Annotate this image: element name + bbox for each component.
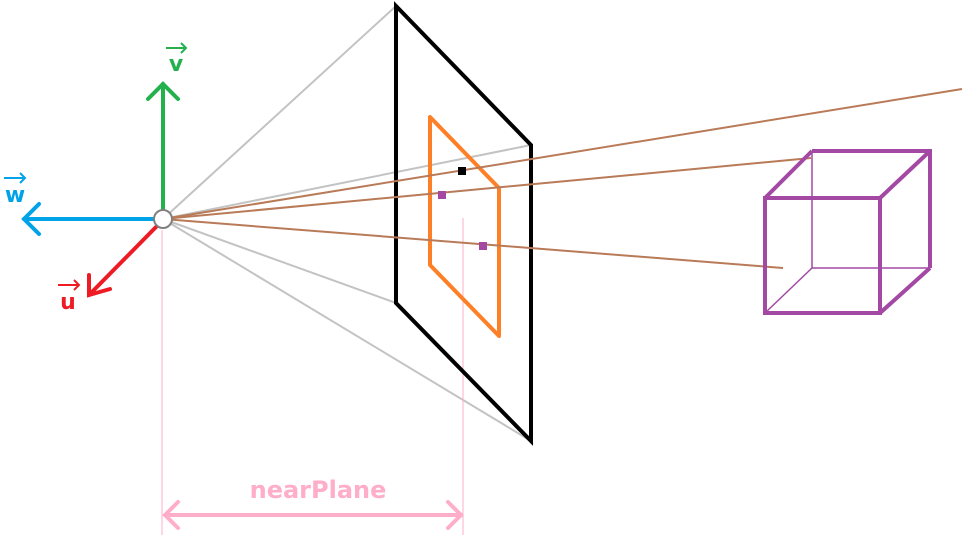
v-vector-arrow-icon bbox=[166, 42, 188, 54]
projected-point-black bbox=[458, 167, 466, 175]
w-axis-arrowhead bbox=[21, 202, 41, 236]
image-plane bbox=[394, 1, 533, 446]
ray-to-far-point bbox=[162, 88, 963, 220]
w-label-group: w bbox=[4, 172, 27, 208]
u-axis-label: u bbox=[60, 290, 76, 315]
w-axis bbox=[21, 202, 158, 236]
w-axis-label: w bbox=[5, 183, 25, 208]
u-label-group: u bbox=[58, 279, 81, 315]
v-axis-label: v bbox=[169, 52, 184, 77]
projected-rectangle bbox=[428, 115, 501, 338]
projection-rays bbox=[162, 88, 963, 269]
u-vector-arrow-icon bbox=[58, 279, 81, 291]
frustum-line-bottom-right bbox=[162, 218, 532, 442]
w-vector-arrow-icon bbox=[4, 172, 27, 184]
near-plane-arrowhead-left bbox=[162, 500, 180, 530]
cube-edge-top-right bbox=[878, 149, 932, 200]
v-axis-arrowhead bbox=[146, 81, 180, 101]
cube-edge-bottom-right bbox=[878, 266, 932, 315]
cube bbox=[763, 149, 932, 315]
near-plane-dimension bbox=[162, 500, 464, 530]
u-axis-arrowhead bbox=[87, 273, 112, 298]
camera-origin bbox=[153, 209, 173, 229]
ray-to-cube-bottom bbox=[162, 218, 784, 269]
frustum-line-top-right bbox=[162, 144, 532, 220]
projected-point-purple-upper bbox=[438, 191, 446, 199]
cube-edge-top-left bbox=[763, 149, 814, 200]
projected-point-purple-lower bbox=[479, 242, 487, 250]
u-axis bbox=[87, 224, 159, 298]
cube-hidden-diagonal bbox=[764, 267, 813, 314]
frustum-line-top-left bbox=[162, 5, 397, 220]
near-plane-label: nearPlane bbox=[250, 476, 387, 504]
v-label-group: v bbox=[166, 42, 188, 77]
ray-to-cube-top bbox=[162, 157, 812, 220]
v-axis bbox=[146, 81, 180, 214]
u-axis-shaft bbox=[87, 224, 159, 297]
near-plane-guides bbox=[161, 218, 464, 535]
cube-front-face bbox=[763, 196, 882, 315]
frustum-line-bottom-left bbox=[162, 218, 397, 304]
near-plane-arrowhead-right bbox=[446, 500, 464, 530]
